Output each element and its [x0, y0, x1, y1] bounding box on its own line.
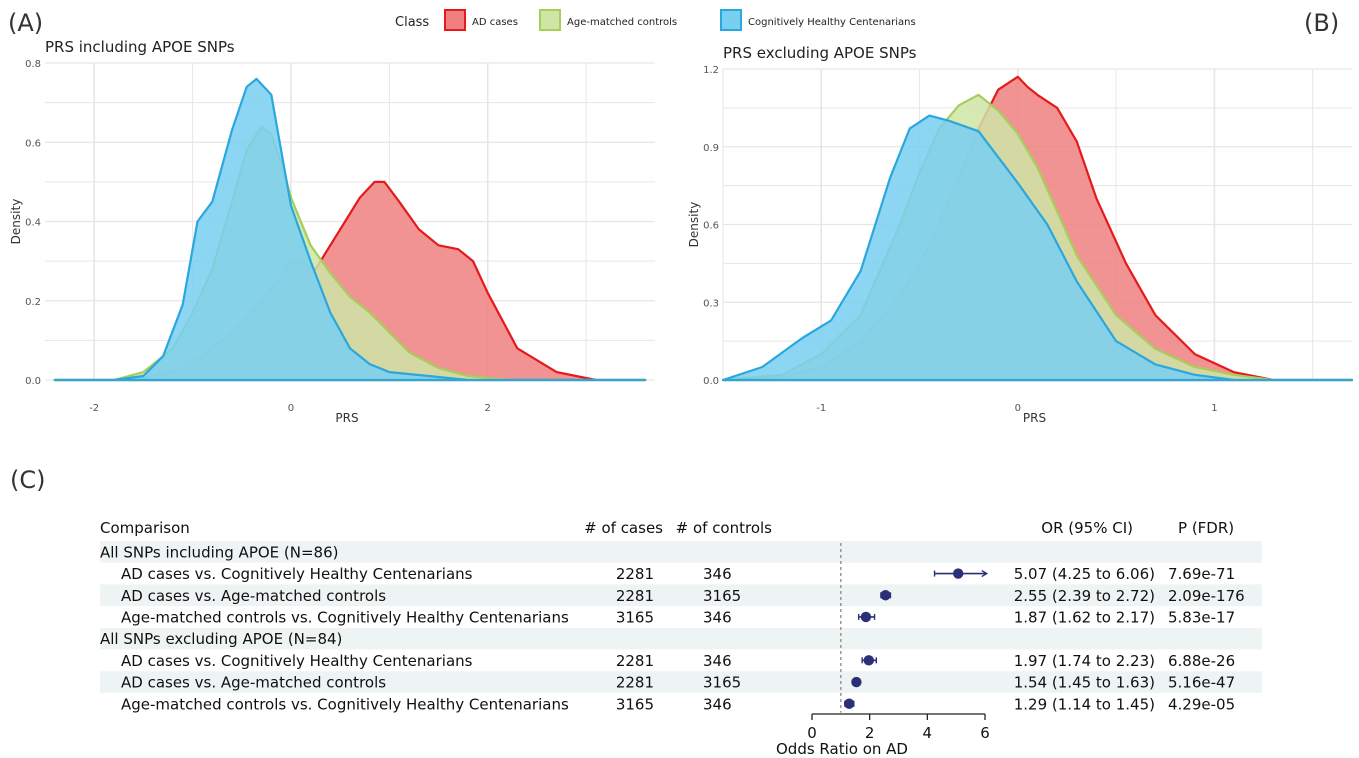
y-tick-label: 0.2: [25, 297, 41, 308]
density-area-centenarians: [53, 77, 647, 382]
y-tick-label: 0.4: [25, 218, 41, 229]
legend-title: Class: [395, 15, 429, 30]
group-label: All SNPs including APOE (N=86): [100, 543, 339, 561]
y-axis-label: Density: [687, 202, 701, 248]
or-point: [880, 590, 891, 601]
row-band: [100, 627, 1262, 650]
cases-count: 2281: [616, 674, 654, 692]
density-chart-excluding-apoe: PRS excluding APOE SNPs -1 0 1 0.0 0.3 0.6 0.9 1…: [687, 44, 1354, 425]
or-ci-text: 1.97 (1.74 to 2.23): [1014, 652, 1155, 670]
y-tick-label: 0.6: [703, 221, 719, 232]
or-point: [863, 655, 875, 666]
x-axis-label: PRS: [335, 411, 358, 425]
row-band: [100, 671, 1262, 693]
cases-count: 2281: [616, 652, 654, 670]
row-band: [100, 584, 1262, 607]
comparison-label: AD cases vs. Cognitively Healthy Centena…: [121, 652, 473, 670]
cases-count: 3165: [616, 608, 654, 626]
chart-title: PRS including APOE SNPs: [45, 38, 235, 56]
legend-label: Age-matched controls: [567, 17, 677, 28]
y-tick-label: 1.2: [703, 65, 719, 76]
forest-x-tick-label: 0: [807, 724, 817, 742]
y-tick-label: 0.9: [703, 143, 719, 154]
y-tick-label: 0.8: [25, 59, 41, 70]
x-tick-label: 0: [288, 403, 294, 414]
header-controls: # of controls: [676, 519, 773, 537]
controls-count: 3165: [703, 587, 741, 605]
x-tick-label: 0: [1015, 403, 1021, 414]
cases-count: 2281: [616, 565, 654, 583]
or-point: [851, 676, 862, 688]
forest-x-tick-label: 6: [980, 724, 990, 742]
x-axis-label: PRS: [1023, 411, 1046, 425]
y-tick-label: 0.0: [25, 376, 41, 387]
chart-title: PRS excluding APOE SNPs: [723, 44, 917, 62]
density-area-centenarians: [721, 114, 1354, 382]
p-value: 5.16e-47: [1168, 674, 1235, 692]
density-chart-including-apoe: PRS including APOE SNPs -2 0 2 0.0 0.2 0.4 0.6 0…: [9, 38, 655, 425]
legend-label: AD cases: [472, 17, 518, 28]
or-point: [843, 698, 855, 709]
p-value: 6.88e-26: [1168, 652, 1235, 670]
comparison-label: Age-matched controls vs. Cognitively Hea…: [121, 695, 569, 713]
panel-label-b: (B): [1304, 9, 1339, 37]
or-ci-text: 5.07 (4.25 to 6.06): [1014, 565, 1155, 583]
ci-arrow: [981, 569, 989, 578]
legend-label: Cognitively Healthy Centenarians: [748, 17, 916, 28]
forest-x-tick-label: 2: [865, 724, 875, 742]
row-band: [100, 541, 1262, 563]
forest-plot-table: Comparison # of cases # of controls OR (95%…: [100, 519, 1262, 758]
y-tick-label: 0.3: [703, 298, 719, 309]
x-tick-label: 2: [485, 403, 491, 414]
y-axis-label: Density: [9, 199, 23, 245]
controls-count: 346: [703, 695, 732, 713]
controls-count: 346: [703, 565, 732, 583]
p-value: 7.69e-71: [1168, 565, 1235, 583]
y-tick-label: 0.0: [703, 376, 719, 387]
x-tick-label: -2: [89, 403, 99, 414]
legend: Class AD cases Age-matched controls Cognit…: [395, 9, 916, 31]
header-comparison: Comparison: [100, 519, 190, 537]
cases-count: 3165: [616, 695, 654, 713]
y-tick-label: 0.6: [25, 138, 41, 149]
panel-label-c: (C): [10, 466, 45, 494]
forest-x-tick-label: 4: [923, 724, 933, 742]
controls-count: 346: [703, 608, 732, 626]
legend-swatch: [539, 9, 561, 31]
legend-swatch: [444, 9, 466, 31]
or-point: [952, 568, 964, 579]
or-ci-text: 1.29 (1.14 to 1.45): [1014, 695, 1155, 713]
header-p: P (FDR): [1178, 519, 1234, 537]
or-ci-text: 1.87 (1.62 to 2.17): [1014, 608, 1155, 626]
controls-count: 3165: [703, 674, 741, 692]
x-tick-label: -1: [816, 403, 826, 414]
p-value: 5.83e-17: [1168, 608, 1235, 626]
header-cases: # of cases: [584, 519, 663, 537]
x-tick-label: 1: [1211, 403, 1217, 414]
forest-x-axis-label: Odds Ratio on AD: [776, 740, 908, 758]
p-value: 2.09e-176: [1168, 587, 1245, 605]
comparison-label: Age-matched controls vs. Cognitively Hea…: [121, 608, 569, 626]
controls-count: 346: [703, 652, 732, 670]
or-ci-text: 1.54 (1.45 to 1.63): [1014, 674, 1155, 692]
cases-count: 2281: [616, 587, 654, 605]
panel-label-a: (A): [8, 9, 43, 37]
comparison-label: AD cases vs. Cognitively Healthy Centena…: [121, 565, 473, 583]
legend-swatch: [720, 9, 742, 31]
or-point: [860, 611, 872, 623]
or-ci-text: 2.55 (2.39 to 2.72): [1014, 587, 1155, 605]
comparison-label: AD cases vs. Age-matched controls: [121, 674, 386, 692]
p-value: 4.29e-05: [1168, 695, 1235, 713]
group-label: All SNPs excluding APOE (N=84): [100, 630, 342, 648]
header-or: OR (95% CI): [1041, 519, 1133, 537]
comparison-label: AD cases vs. Age-matched controls: [121, 587, 386, 605]
